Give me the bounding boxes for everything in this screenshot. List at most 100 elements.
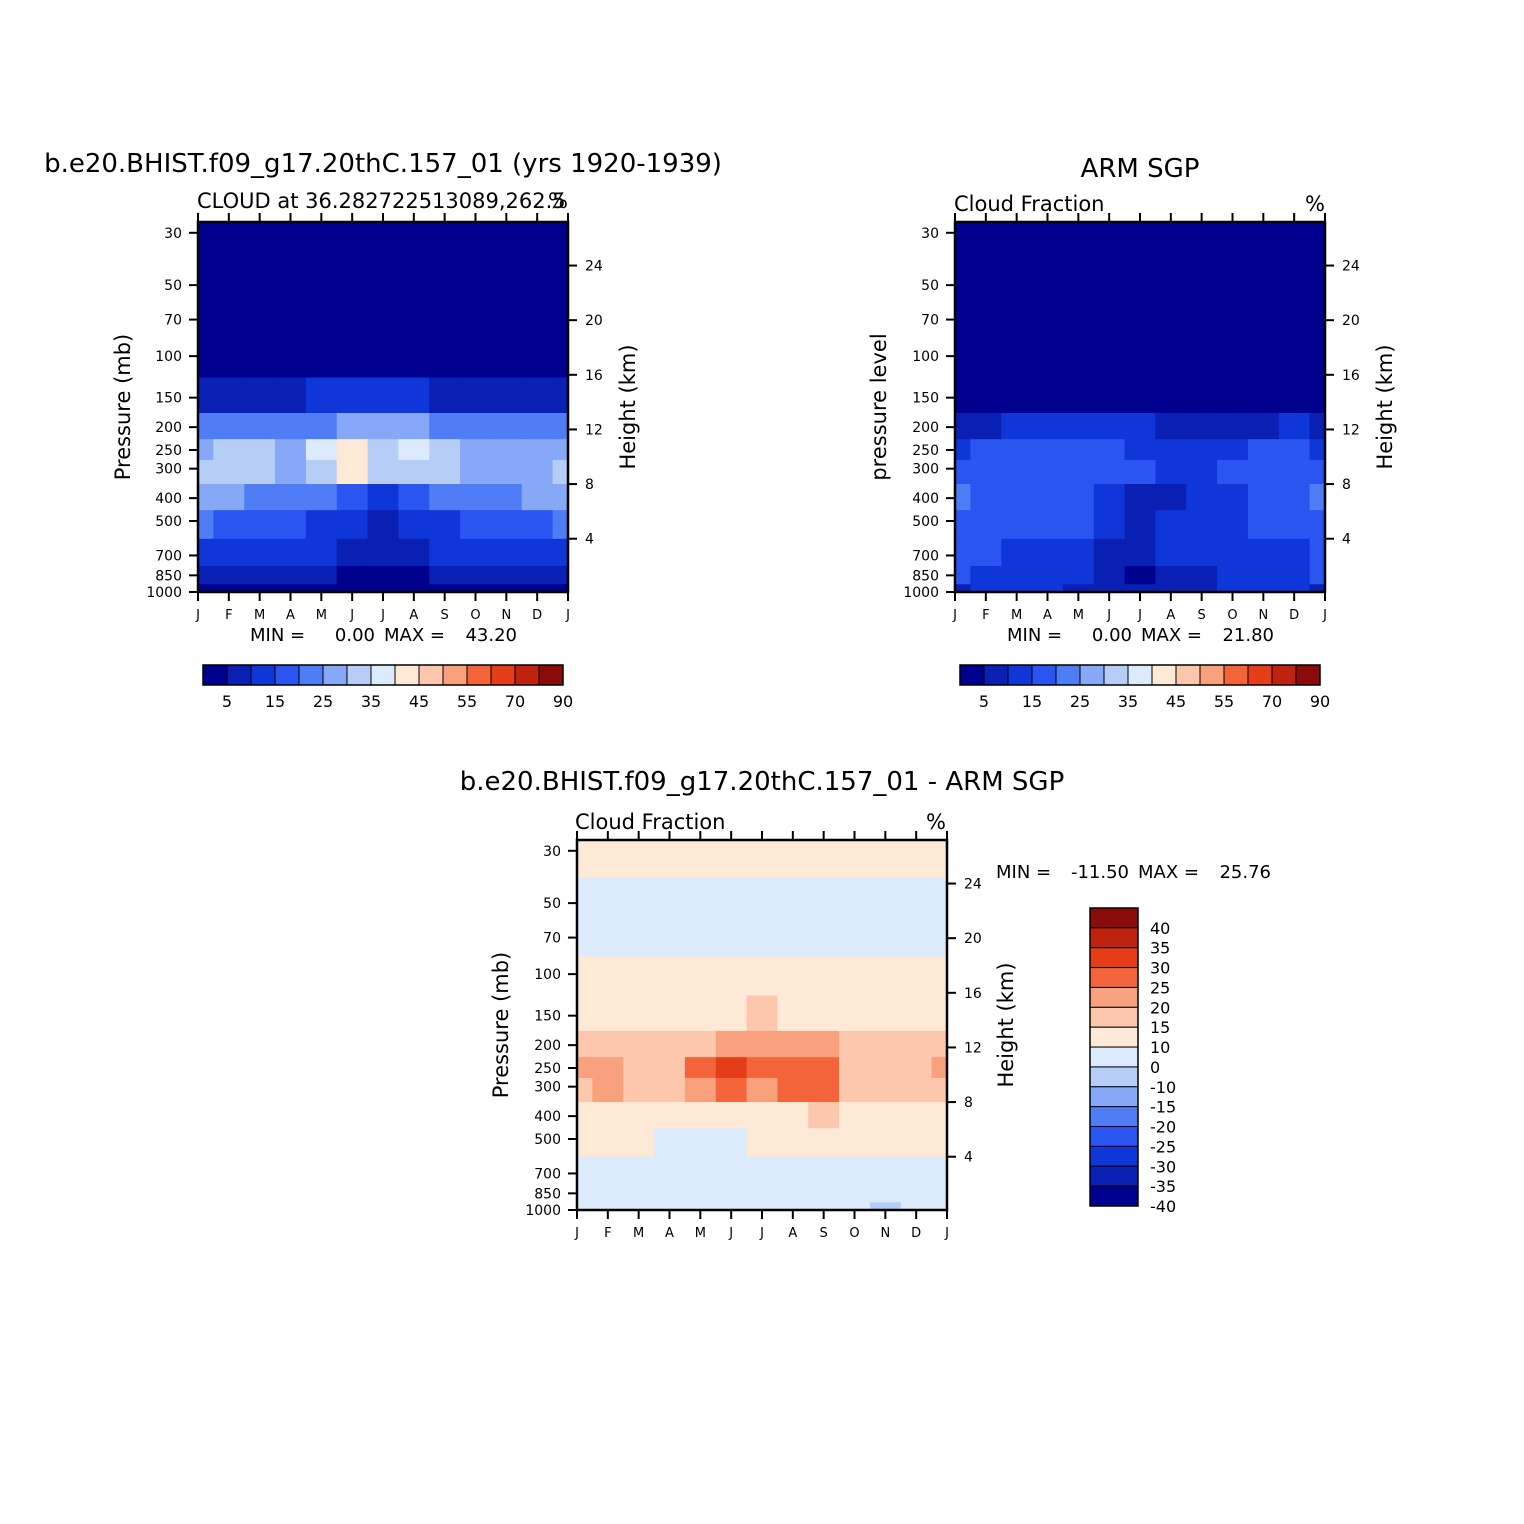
panel-model-title: b.e20.BHIST.f09_g17.20thC.157_01 (yrs 19… xyxy=(44,149,722,179)
heatmap-cell xyxy=(900,876,933,921)
heatmap-cell xyxy=(1093,438,1126,460)
y-tick-label: 200 xyxy=(534,1038,561,1054)
heatmap-cell xyxy=(1155,258,1187,303)
y-tick-label: 200 xyxy=(912,420,939,436)
heatmap-cell xyxy=(398,583,430,593)
heatmap-cell xyxy=(521,376,554,413)
heatmap-cell xyxy=(213,483,245,511)
heatmap-cell xyxy=(305,583,338,593)
panel-obs-min-value: 0.00 xyxy=(1092,625,1132,646)
panel-obs-subtitle: Cloud Fraction xyxy=(954,192,1105,216)
heatmap-cell xyxy=(777,1056,809,1078)
y-tick-label: 400 xyxy=(534,1109,561,1125)
heatmap-cell xyxy=(1278,258,1311,303)
colorbar-swatch xyxy=(370,664,396,686)
heatmap-cell xyxy=(1278,412,1311,440)
colorbar-label: 40 xyxy=(1150,919,1170,938)
heatmap-cell xyxy=(1155,438,1187,460)
heatmap-cell xyxy=(623,1156,655,1185)
heatmap-cell xyxy=(869,840,902,878)
heatmap-cell xyxy=(577,840,594,878)
heatmap-cell xyxy=(970,583,1002,593)
x-tick-label: O xyxy=(849,1226,859,1241)
heatmap-cell xyxy=(1155,459,1187,484)
heatmap-cell xyxy=(900,994,933,1031)
heatmap-cell xyxy=(367,302,400,339)
heatmap-cell xyxy=(336,509,369,539)
heatmap-cell xyxy=(970,222,1002,260)
y-tick-label: 700 xyxy=(155,548,182,564)
heatmap-cell xyxy=(808,1056,840,1078)
heatmap-cell xyxy=(869,1156,902,1185)
y-tick-label: 1000 xyxy=(146,585,182,601)
heatmap-cell xyxy=(490,412,523,440)
heatmap-cell xyxy=(198,438,215,460)
heatmap-cell xyxy=(900,840,933,878)
x-tick-label: A xyxy=(1043,608,1052,623)
heatmap-cell xyxy=(592,840,624,878)
heatmap-cell xyxy=(623,1056,655,1078)
heatmap-cell xyxy=(1278,583,1311,593)
y-tick-label: 300 xyxy=(534,1080,561,1096)
heatmap-cell xyxy=(715,920,748,957)
y-tick-label: 50 xyxy=(921,278,939,294)
heatmap-cell xyxy=(244,565,276,585)
heatmap-cell xyxy=(869,1101,902,1129)
heatmap-cell xyxy=(1032,538,1064,567)
heatmap-cell xyxy=(1032,412,1064,440)
heatmap-cell xyxy=(684,1101,717,1129)
heatmap-cell xyxy=(869,1183,902,1203)
colorbar-label: 45 xyxy=(409,692,429,711)
y2-tick-label: 16 xyxy=(585,368,603,384)
heatmap-cell xyxy=(931,1201,948,1211)
heatmap-cell xyxy=(746,1101,779,1129)
heatmap-cell xyxy=(244,376,276,413)
heatmap-cell xyxy=(1124,538,1157,567)
heatmap-cell xyxy=(490,438,523,460)
y-tick-label: 1000 xyxy=(903,585,939,601)
heatmap-cell xyxy=(955,483,972,511)
heatmap-cell xyxy=(900,1077,933,1102)
heatmap-cell xyxy=(970,565,1002,585)
heatmap-cell xyxy=(1247,483,1280,511)
heatmap-cell xyxy=(746,1077,779,1102)
x-tick-label: N xyxy=(880,1226,890,1241)
heatmap-cell xyxy=(955,565,972,585)
heatmap-cell xyxy=(1001,302,1033,339)
panel-obs-title: ARM SGP xyxy=(1081,154,1200,184)
heatmap-cell xyxy=(869,955,902,996)
heatmap-cells xyxy=(577,840,948,1211)
y2-tick-label: 24 xyxy=(964,877,982,893)
panel-obs-units: % xyxy=(1305,192,1325,216)
heatmap-cell xyxy=(715,876,748,921)
heatmap-cell xyxy=(1217,376,1249,413)
heatmap-cell xyxy=(869,920,902,957)
x-tick-label: J xyxy=(944,1226,949,1241)
panel-diff-subtitle: Cloud Fraction xyxy=(575,810,726,834)
heatmap-cell xyxy=(1062,459,1095,484)
y2-tick-label: 20 xyxy=(585,313,603,329)
heatmap-cell xyxy=(490,302,523,339)
heatmap-cell xyxy=(970,376,1002,413)
panel-model-max-value: 43.20 xyxy=(465,625,517,646)
heatmap-cell xyxy=(684,1183,717,1203)
heatmap-cell xyxy=(970,412,1002,440)
heatmap-cell xyxy=(1124,412,1157,440)
heatmap-cell xyxy=(1062,565,1095,585)
heatmap-cell xyxy=(931,1127,948,1157)
heatmap-cell xyxy=(654,1077,686,1102)
x-tick-label: J xyxy=(759,1226,764,1241)
x-tick-label: J xyxy=(195,608,200,623)
heatmap-cell xyxy=(777,876,809,921)
heatmap-cell xyxy=(552,258,569,303)
heatmap-cell xyxy=(623,1077,655,1102)
heatmap-cell xyxy=(490,376,523,413)
heatmap-cell xyxy=(367,337,400,378)
x-tick-label: O xyxy=(1227,608,1237,623)
heatmap-cell xyxy=(623,1101,655,1129)
heatmap-cell xyxy=(244,258,276,303)
y-tick-label: 500 xyxy=(534,1132,561,1148)
heatmap-cell xyxy=(684,955,717,996)
heatmap-cell xyxy=(777,1077,809,1102)
heatmap-cell xyxy=(684,1077,717,1102)
